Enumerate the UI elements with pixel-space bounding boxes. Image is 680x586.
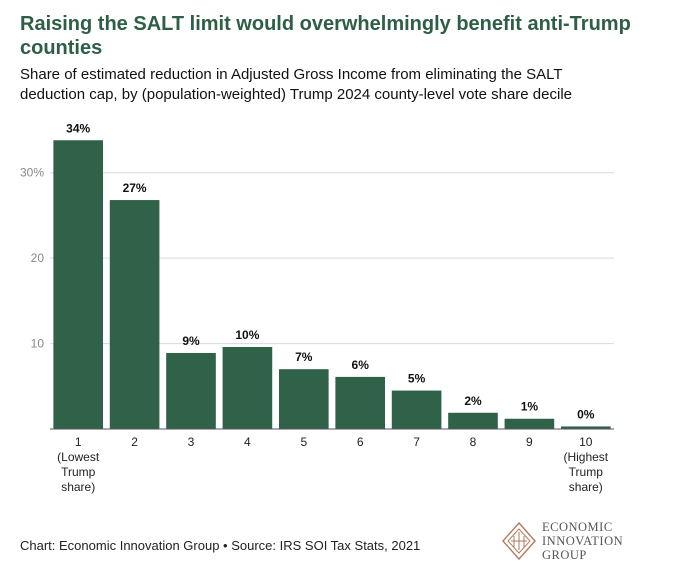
data-label: 6%: [352, 358, 370, 372]
bar-6: [335, 376, 386, 429]
x-tick-label-line: 3: [188, 435, 195, 449]
eig-logo-text: ECONOMIC INNOVATION GROUP: [542, 520, 623, 562]
x-tick-label-line: Trump: [569, 465, 604, 479]
bar-5: [278, 369, 329, 429]
x-tick-label-line: 9: [526, 435, 533, 449]
bar-3: [166, 352, 216, 429]
x-tick-label: 1 (Lowest Trump share): [57, 435, 100, 494]
bar-7: [391, 390, 442, 429]
chart-subtitle-line-1: Share of estimated reduction in Adjusted…: [20, 66, 563, 83]
x-tick-label: 5: [300, 435, 307, 449]
chart-title: Raising the SALT limit would overwhelmin…: [20, 12, 660, 60]
data-label: 0%: [577, 407, 595, 421]
x-tick-label-line: 1: [75, 435, 82, 449]
x-tick-label: 7: [413, 435, 420, 449]
data-label: 9%: [182, 334, 200, 348]
x-tick-label-line: Trump: [61, 465, 96, 479]
x-tick-label-line: 8: [470, 435, 477, 449]
bar-8: [448, 412, 498, 429]
x-tick-label: 9: [526, 435, 533, 449]
bar-1: [53, 140, 104, 429]
x-tick-label: 8: [470, 435, 477, 449]
x-tick-label-line: 2: [131, 435, 138, 449]
data-label: 7%: [295, 350, 313, 364]
eig-logo: ECONOMIC INNOVATION GROUP: [502, 520, 623, 562]
x-tick-label-line: 5: [300, 435, 307, 449]
x-tick-label-line: 4: [244, 435, 251, 449]
chart-subtitle: Share of estimated reduction in Adjusted…: [20, 65, 660, 105]
x-tick-label: 2: [131, 435, 138, 449]
eig-logo-line-2: INNOVATION: [542, 534, 624, 548]
x-tick-label-line: (Highest: [563, 450, 608, 464]
x-tick-label-line: share): [61, 480, 95, 494]
eig-diamond-icon: [502, 522, 536, 560]
data-label: 1%: [521, 400, 539, 414]
x-tick-label-line: 6: [357, 435, 364, 449]
x-tick-label: 4: [244, 435, 251, 449]
chart-title-line-2: counties: [20, 37, 103, 59]
bar-10: [560, 426, 611, 429]
chart-subtitle-line-2: deduction cap, by (population-weighted) …: [20, 86, 572, 103]
chart-title-line-1: Raising the SALT limit would overwhelmin…: [20, 13, 631, 35]
y-tick-label: 10: [31, 337, 45, 351]
eig-logo-line-3: GROUP: [542, 548, 587, 562]
bar-2: [109, 200, 160, 429]
x-tick-label-line: (Lowest: [57, 450, 100, 464]
y-tick-label: 30%: [20, 166, 44, 180]
bar-9: [504, 418, 555, 429]
y-tick-label: 20: [31, 251, 45, 265]
eig-logo-line-1: ECONOMIC: [542, 520, 613, 534]
data-label: 10%: [235, 328, 259, 342]
data-label: 27%: [123, 181, 147, 195]
source-footer: Chart: Economic Innovation Group • Sourc…: [20, 538, 421, 553]
x-tick-label-line: 10: [579, 435, 593, 449]
data-label: 2%: [464, 394, 482, 408]
x-tick-label: 3: [188, 435, 195, 449]
data-label: 5%: [408, 372, 426, 386]
data-label: 34%: [66, 121, 90, 135]
x-tick-label: 10 (Highest Trump share): [563, 435, 608, 494]
x-tick-label: 6: [357, 435, 364, 449]
bar-4: [222, 346, 273, 429]
x-tick-label-line: 7: [413, 435, 420, 449]
x-tick-label-line: share): [569, 480, 603, 494]
